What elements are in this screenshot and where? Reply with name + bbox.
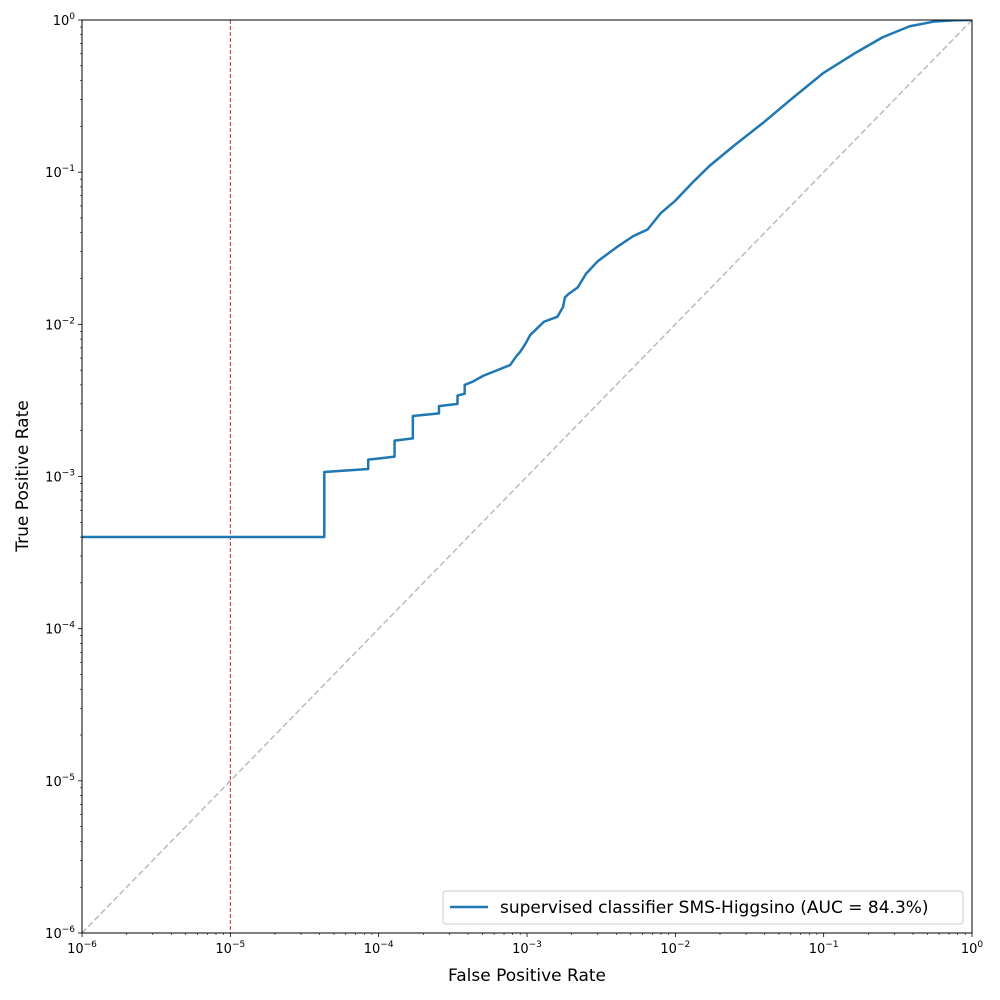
- series-layer: [82, 20, 972, 933]
- x-tick-label: 100: [961, 940, 984, 957]
- x-tick-label: 10−6: [67, 940, 97, 957]
- diagonal-reference-line: [82, 20, 972, 933]
- x-axis-label: False Positive Rate: [448, 966, 606, 986]
- x-tick-label: 10−2: [660, 940, 690, 957]
- x-tick-label: 10−3: [512, 940, 542, 957]
- roc-curve-line: [82, 20, 972, 539]
- y-tick-label: 10−5: [45, 773, 75, 790]
- x-tick-label: 10−4: [364, 940, 394, 957]
- y-axis-label: True Positive Rate: [13, 400, 33, 552]
- plot-frame: [81, 19, 973, 934]
- major-ticks: 10−6 10−5 10−4 10−3 10−2 10−1 100 10−6 10−5 10−4 1…: [45, 12, 983, 957]
- legend-label-roc: supervised classifier SMS-Higgsino (AUC …: [500, 898, 929, 918]
- y-tick-label: 10−4: [45, 621, 75, 638]
- x-tick-label: 10−5: [215, 940, 245, 957]
- legend: supervised classifier SMS-Higgsino (AUC …: [442, 890, 964, 925]
- y-tick-label: 10−3: [45, 469, 75, 486]
- y-tick-label: 10−6: [45, 925, 75, 942]
- legend-box: [442, 890, 964, 925]
- y-tick-label: 10−2: [45, 316, 75, 333]
- y-tick-label: 10−1: [45, 164, 75, 181]
- x-tick-label: 10−1: [809, 940, 839, 957]
- y-tick-label: 100: [53, 12, 76, 29]
